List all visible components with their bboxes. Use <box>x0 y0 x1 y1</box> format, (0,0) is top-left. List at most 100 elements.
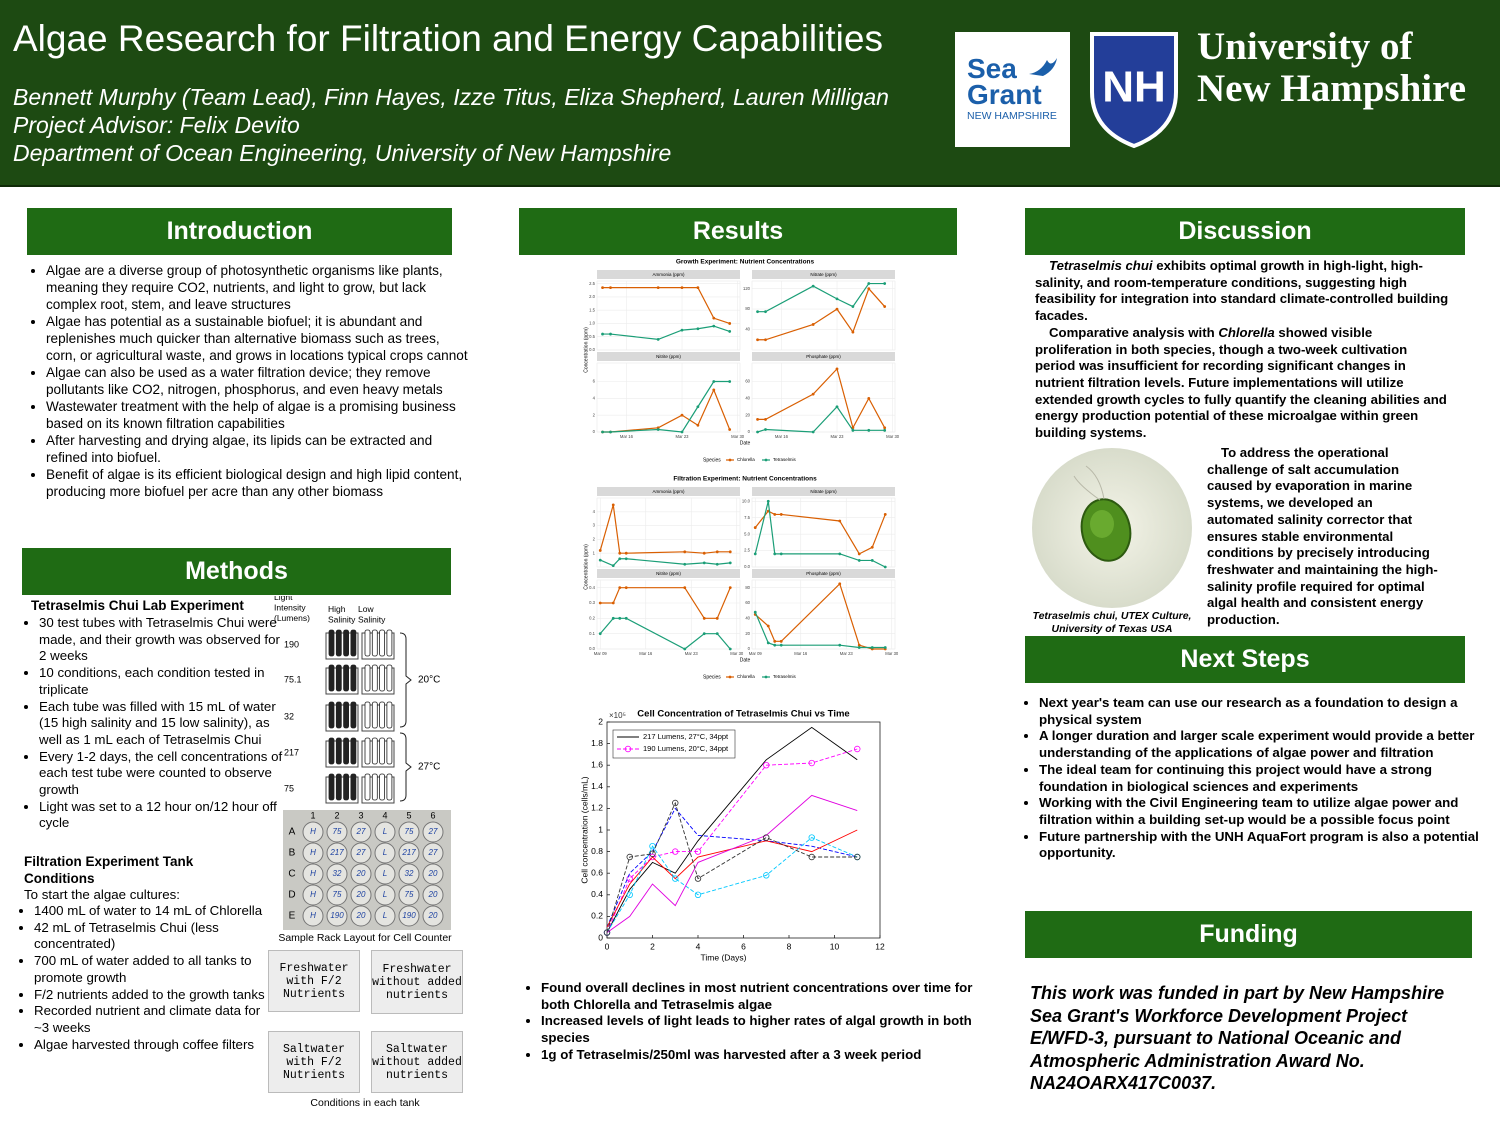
tube <box>343 629 349 657</box>
panel-title: Nitrate (ppm) <box>810 272 837 277</box>
logo-text: Grant <box>967 79 1042 110</box>
y-tick-label: 0.4 <box>591 889 603 899</box>
point <box>835 405 839 409</box>
point <box>683 647 687 651</box>
tube <box>343 737 349 765</box>
marker <box>626 875 633 882</box>
point <box>712 324 716 328</box>
point <box>851 305 855 308</box>
marker <box>854 745 861 753</box>
well-label: L <box>383 911 387 920</box>
y-tick-label: 80 <box>745 306 750 311</box>
logo-text: NEW HAMPSHIRE <box>967 110 1057 122</box>
y-tick-label: 1.0 <box>589 321 595 326</box>
y-tick-label: 60 <box>745 600 750 605</box>
point <box>624 557 628 561</box>
point <box>712 316 716 320</box>
tube-rack <box>361 704 395 732</box>
well-label: 20 <box>428 869 438 878</box>
point <box>764 428 767 431</box>
series-line <box>606 801 858 933</box>
panel-title: Ammonia (ppm) <box>652 489 685 494</box>
y-tick-label: 0 <box>598 932 603 942</box>
y-tick-label: 1.6 <box>591 759 603 769</box>
point <box>656 337 660 341</box>
point <box>696 286 700 290</box>
tube <box>335 773 342 801</box>
well-label: 217 <box>329 848 344 857</box>
tube <box>350 773 357 801</box>
y-tick-label: 2 <box>593 537 596 542</box>
point <box>715 632 719 636</box>
point <box>811 430 815 434</box>
y-tick-label: 2.5 <box>744 548 750 553</box>
well-label: 75 <box>405 827 414 836</box>
point <box>838 582 842 586</box>
well-label: H <box>310 911 316 920</box>
point <box>609 430 612 434</box>
well <box>422 905 444 927</box>
point <box>851 428 855 432</box>
bullet: Algae can also be used as a water filtra… <box>46 364 468 398</box>
point <box>680 413 684 417</box>
bullet: Next year's team can use our research as… <box>1039 695 1479 728</box>
cell-chart: Cell Concentration of Tetraselmis Chui v… <box>579 709 885 963</box>
tube <box>328 701 335 729</box>
well <box>326 863 348 885</box>
well <box>374 863 396 885</box>
row-label: 75.1 <box>284 674 302 684</box>
marker <box>603 929 611 936</box>
point <box>764 417 767 421</box>
row-label: 217 <box>284 747 299 757</box>
point <box>773 513 777 516</box>
marker <box>694 875 702 882</box>
paragraph: Tetraselmis chui exhibits optimal growth… <box>1035 258 1450 325</box>
tank-intro: To start the algae cultures: <box>24 887 180 902</box>
series-line <box>600 587 731 619</box>
tube <box>335 664 342 692</box>
wave-icon <box>1029 58 1057 76</box>
y-scale-label: ×10⁵ <box>609 711 626 720</box>
point <box>766 624 770 628</box>
point <box>683 586 687 590</box>
point <box>779 552 783 556</box>
y-tick-label: 40 <box>745 395 750 400</box>
tank-box: Saltwater without added nutrients <box>371 1031 463 1093</box>
point <box>883 282 887 285</box>
point <box>611 601 615 605</box>
marker <box>808 834 815 841</box>
point <box>870 545 874 549</box>
point <box>618 586 622 590</box>
bullet: Algae has potential as a sustainable bio… <box>46 313 468 364</box>
tube-rack <box>325 667 359 695</box>
tube <box>328 664 335 692</box>
row-label: 190 <box>284 639 299 649</box>
authors: Bennett Murphy (Team Lead), Finn Hayes, … <box>13 84 889 110</box>
well-label: 75 <box>405 890 414 899</box>
y-tick-label: 1.4 <box>591 781 603 791</box>
bullet: Algae harvested through coffee filters <box>34 1037 274 1054</box>
point <box>728 550 732 554</box>
rack-row: D <box>288 890 295 901</box>
point <box>696 327 700 331</box>
discussion-text: Tetraselmis chui exhibits optimal growth… <box>1035 258 1450 442</box>
point <box>680 328 684 332</box>
point <box>712 380 716 383</box>
point <box>764 310 767 314</box>
caption: Tetraselmis chui, UTEX Culture, Universi… <box>1032 610 1192 635</box>
rack-row: B <box>289 848 296 859</box>
y-tick-label: 0.4 <box>589 585 595 590</box>
point <box>656 286 660 290</box>
legend-dot <box>764 675 768 679</box>
well <box>350 863 372 885</box>
tube <box>364 701 371 729</box>
tank-list: 1400 mL of water to 14 mL of Chlorella42… <box>20 903 274 1053</box>
x-tick-label: Mar 16 <box>639 651 653 656</box>
tank-box: Freshwater with F/2 Nutrients <box>268 950 360 1012</box>
well-label: 190 <box>330 911 344 920</box>
point <box>753 552 757 556</box>
brace <box>399 632 412 728</box>
point <box>811 323 815 326</box>
subheading: Tetraselmis Chui Lab Experiment <box>31 598 244 613</box>
